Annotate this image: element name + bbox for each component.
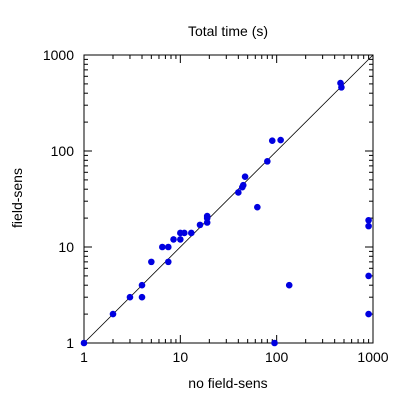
- chart-title: Total time (s): [188, 23, 268, 39]
- plot-area: 1 10 100 1000 1 10 100 1000: [43, 47, 389, 365]
- data-point: [365, 310, 372, 318]
- y-tick-label: 1: [66, 335, 74, 351]
- data-point: [235, 189, 242, 196]
- data-point: [138, 281, 146, 289]
- data-point: [271, 339, 278, 347]
- data-point: [264, 158, 271, 165]
- x-axis-label: no field-sens: [188, 375, 267, 391]
- y-tick-label: 1000: [43, 47, 74, 63]
- data-point: [239, 181, 247, 189]
- data-point: [126, 293, 134, 301]
- data-point: [241, 173, 249, 180]
- data-point: [109, 310, 117, 318]
- x-tick-label: 1: [80, 349, 88, 365]
- data-point: [365, 272, 372, 280]
- plot-frame: [83, 54, 374, 344]
- data-point: [138, 293, 146, 301]
- data-point: [196, 221, 204, 229]
- data-point: [254, 203, 261, 211]
- data-point: [203, 212, 211, 220]
- data-point: [268, 137, 276, 145]
- data-point: [277, 136, 284, 144]
- data-point: [164, 258, 172, 266]
- y-axis-label: field-sens: [9, 168, 25, 228]
- x-tick-label: 1000: [357, 349, 388, 365]
- data-point: [338, 84, 345, 91]
- data-point: [181, 229, 188, 237]
- data-point: [80, 339, 88, 347]
- data-point: [148, 258, 155, 266]
- y-tick-label: 100: [51, 143, 75, 159]
- x-tick-label: 100: [265, 349, 289, 365]
- data-point: [365, 216, 372, 224]
- data-point: [188, 229, 195, 237]
- data-point: [285, 281, 293, 289]
- data-point: [177, 236, 184, 243]
- data-point: [365, 222, 372, 230]
- data-point: [170, 236, 177, 243]
- data-point: [164, 243, 172, 251]
- diagonal-reference-line: [83, 54, 374, 344]
- data-point: [159, 243, 166, 251]
- y-tick-label: 10: [58, 239, 74, 255]
- x-tick-label: 10: [173, 349, 189, 365]
